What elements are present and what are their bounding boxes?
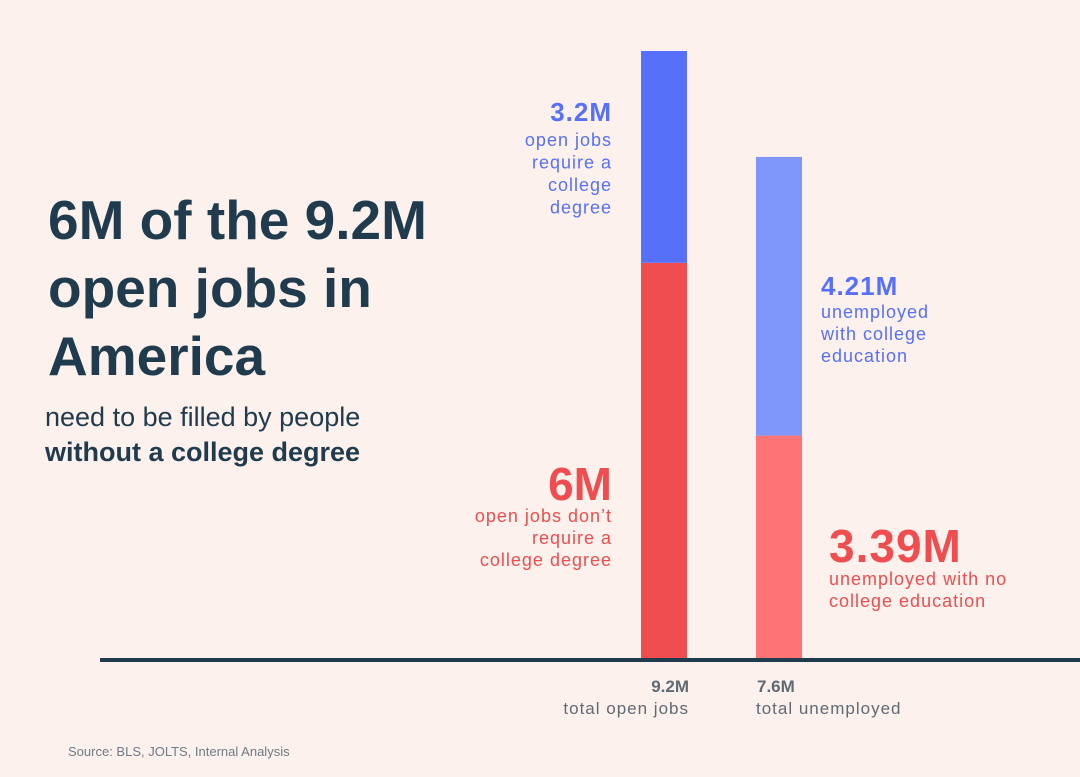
headline: 6M of the 9.2M open jobs in America <box>48 189 427 387</box>
label-no-degree-desc-0: open jobs don’t <box>475 506 612 526</box>
total-unemployed-value: 7.6M <box>757 677 795 696</box>
label-no-college-value: 3.39M <box>829 520 962 572</box>
label-college-value: 4.21M <box>821 271 898 301</box>
label-no-degree-desc-2: college degree <box>480 550 612 570</box>
label-degree-desc-2: college <box>548 175 612 195</box>
label-no-degree-value: 6M <box>548 458 612 510</box>
label-degree-value: 3.2M <box>550 97 612 127</box>
total-open-jobs-label: total open jobs <box>563 699 689 718</box>
label-college-desc-0: unemployed <box>821 302 929 322</box>
label-degree-desc-0: open jobs <box>525 130 612 150</box>
label-degree-desc-1: require a <box>532 153 612 173</box>
label-no-degree-desc-1: require a <box>532 528 612 548</box>
total-unemployed-label: total unemployed <box>756 699 901 718</box>
subheadline-light: need to be filled by people <box>45 402 361 432</box>
subheadline-strong: without a college degree <box>45 437 361 467</box>
bar-unemployed-college <box>756 156 802 436</box>
label-college-desc-1: with college <box>820 324 927 344</box>
source-note: Source: BLS, JOLTS, Internal Analysis <box>68 744 290 759</box>
subheadline: need to be filled by people without a co… <box>45 400 505 470</box>
bar-open-jobs-degree <box>641 51 687 263</box>
label-degree-desc-3: degree <box>550 198 612 218</box>
total-open-jobs-value: 9.2M <box>651 677 689 696</box>
label-no-college-desc-1: college education <box>829 591 986 611</box>
label-no-college-desc-0: unemployed with no <box>829 569 1007 589</box>
bar-unemployed-no-college <box>756 435 802 660</box>
label-college-desc-2: education <box>821 346 908 366</box>
bar-open-jobs-no-degree <box>641 262 687 660</box>
